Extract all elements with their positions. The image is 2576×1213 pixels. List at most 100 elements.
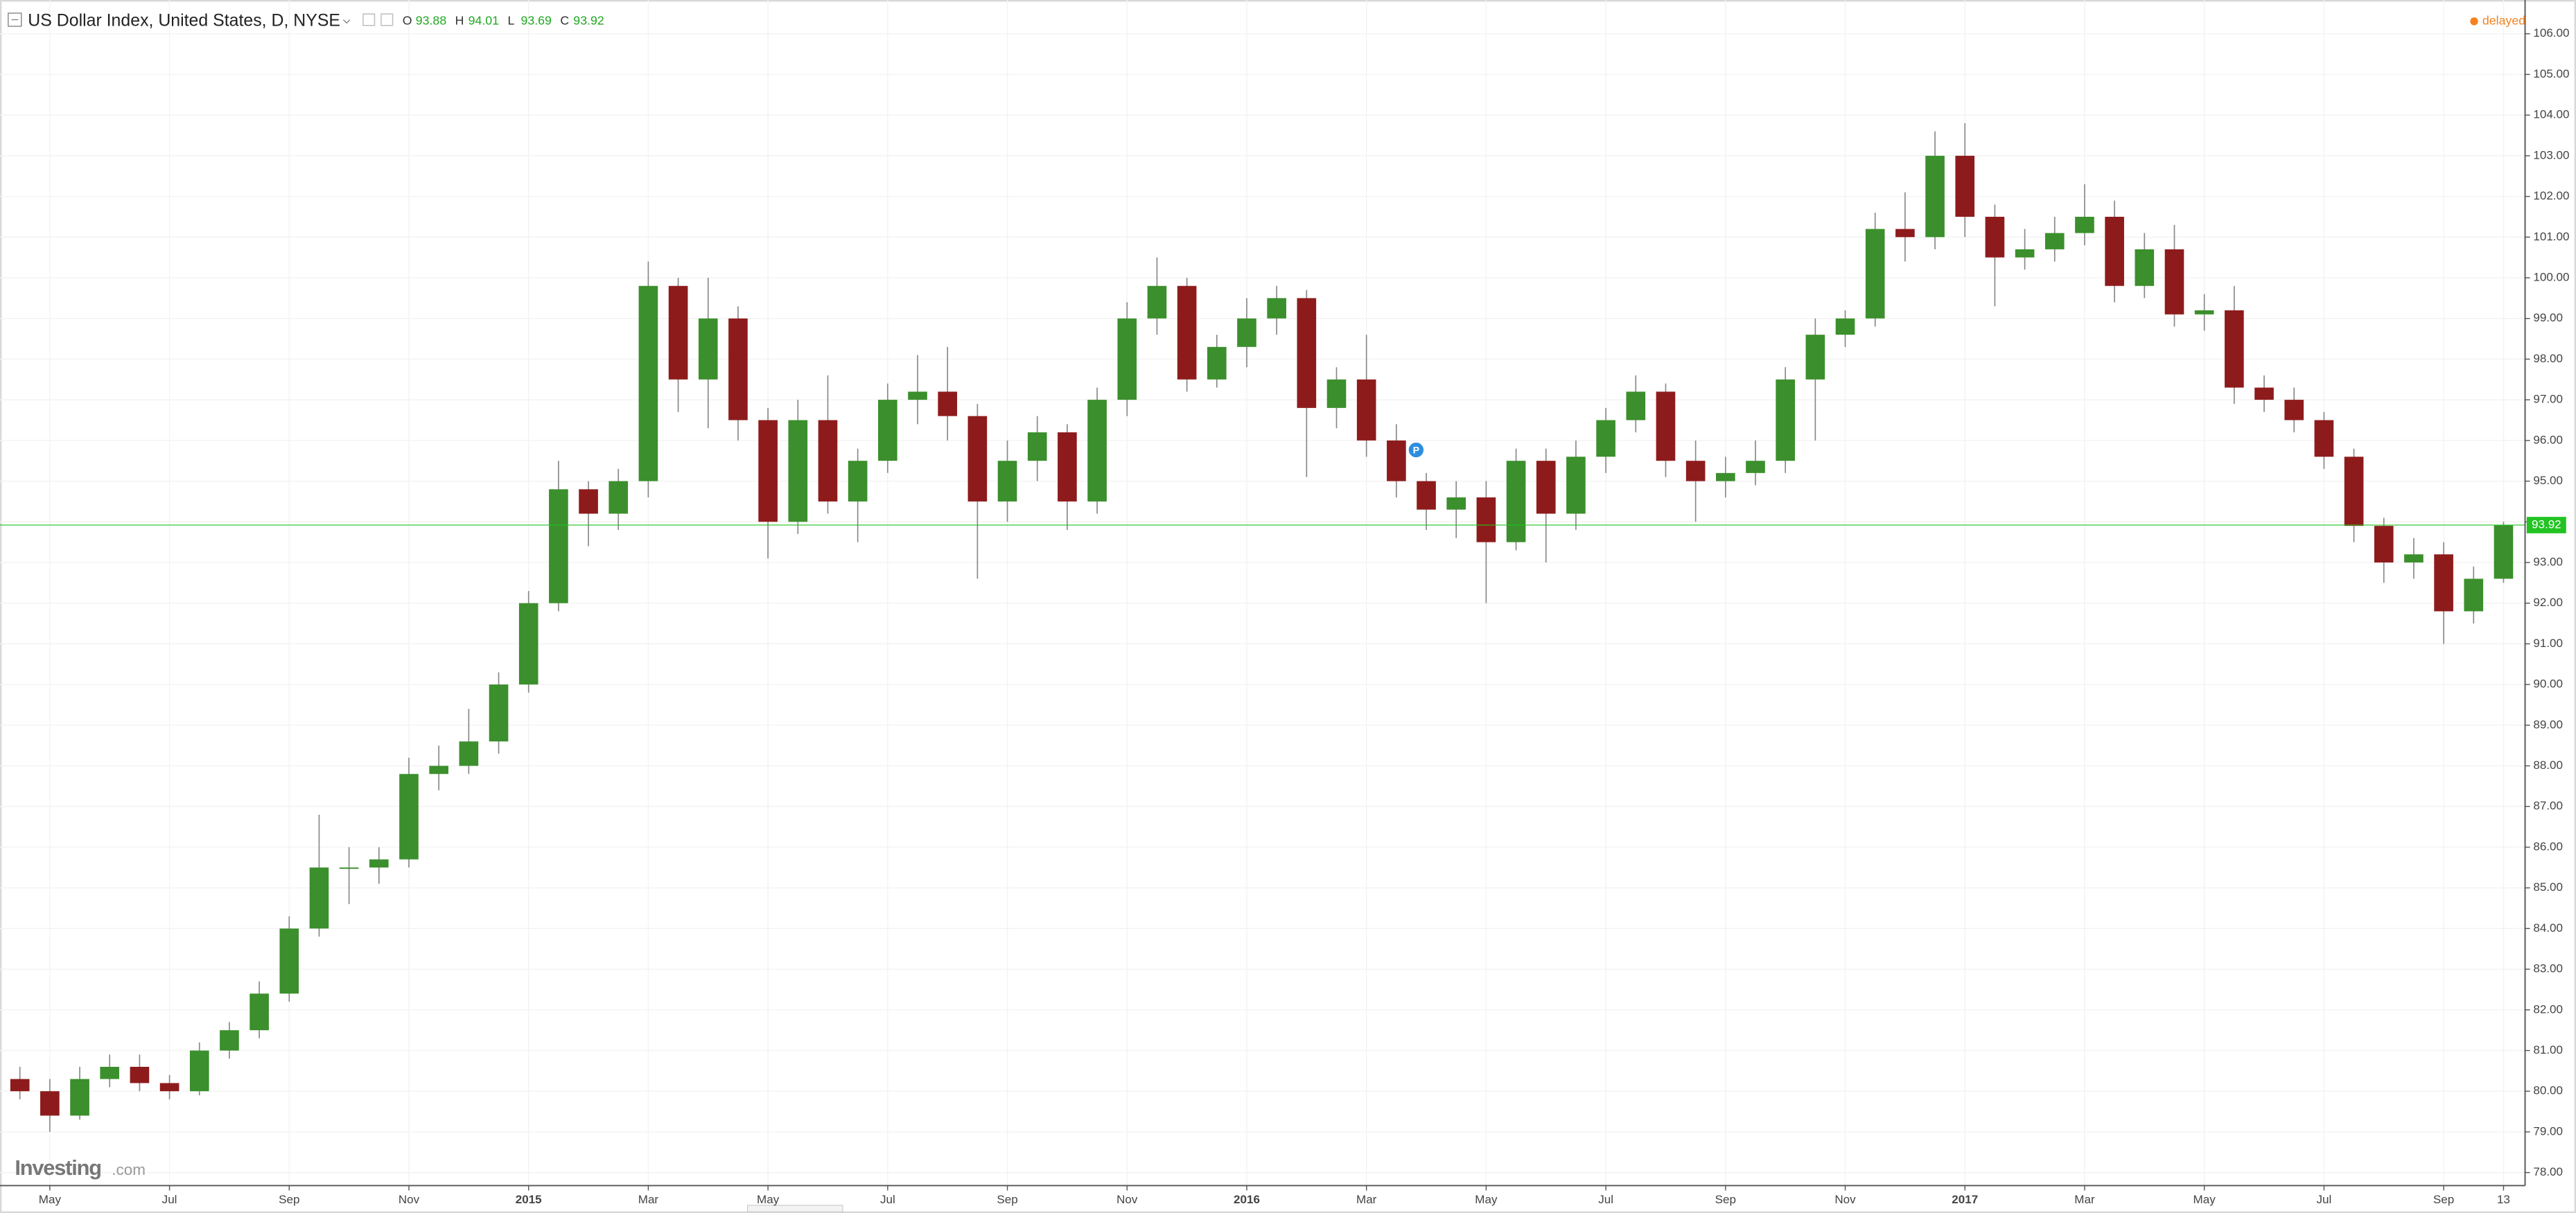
x-tick-label: May [1475, 1193, 1498, 1206]
candle-body [2464, 578, 2484, 612]
candle-body [938, 391, 958, 416]
ohlc-label: C [560, 14, 569, 28]
candle-body [220, 1030, 239, 1051]
y-tick-label: 105.00 [2533, 67, 2569, 80]
x-tick-label: May [2193, 1193, 2216, 1206]
candle-body [1237, 318, 1256, 347]
candle-body [70, 1079, 89, 1116]
candle-body [130, 1066, 150, 1083]
candle-body [339, 867, 359, 869]
close-button[interactable] [380, 13, 394, 26]
title-dropdown[interactable] [342, 19, 351, 24]
candle-body [1506, 461, 1526, 542]
candle-body [1626, 391, 1646, 420]
candle-body [1027, 432, 1047, 461]
ohlc-value: 93.92 [573, 14, 604, 28]
y-tick-label: 86.00 [2533, 840, 2563, 853]
candle-body [2015, 249, 2035, 258]
candle-body [1387, 440, 1406, 481]
candle-body [1895, 229, 1915, 238]
candle-body [1476, 497, 1496, 542]
y-tick-label: 93.00 [2533, 555, 2563, 568]
candle-body [1776, 379, 1795, 461]
settings-button[interactable] [362, 13, 376, 26]
x-tick-label: Nov [1834, 1193, 1856, 1206]
candle-body [848, 461, 868, 502]
y-tick-label: 81.00 [2533, 1043, 2563, 1056]
candle-body [818, 420, 838, 502]
grid [0, 0, 2525, 1186]
x-tick-label: 2017 [1952, 1193, 1978, 1206]
candle-body [1207, 346, 1227, 380]
candle-body [1117, 318, 1137, 400]
y-tick-label: 84.00 [2533, 921, 2563, 935]
candle-body [1087, 400, 1107, 502]
event-marker[interactable] [1408, 442, 1424, 458]
candle-body [489, 684, 509, 742]
ohlc-value: 94.01 [468, 14, 500, 28]
x-tick-label: May [757, 1193, 780, 1206]
chart-title: US Dollar Index, United States, D, NYSE [28, 10, 340, 30]
candle-body [249, 993, 269, 1031]
y-tick-label: 101.00 [2533, 230, 2569, 243]
candle-body [1446, 497, 1466, 510]
candle-body [2434, 554, 2453, 612]
candle-body [1417, 481, 1436, 510]
candle-body [608, 481, 629, 514]
candle-body [40, 1091, 60, 1116]
y-tick-label: 99.00 [2533, 311, 2563, 324]
y-tick-label: 98.00 [2533, 352, 2563, 365]
candle-body [2404, 554, 2424, 563]
candle-body [668, 285, 688, 380]
candle-body [1566, 457, 1586, 514]
candle-body [159, 1083, 179, 1092]
event-marker-letter: P [1413, 445, 1419, 456]
y-tick-label: 106.00 [2533, 26, 2569, 39]
candle-body [2225, 310, 2244, 388]
y-tick-label: 91.00 [2533, 637, 2563, 650]
logo-suffix: .com [112, 1161, 146, 1178]
candle-body [399, 774, 419, 860]
candle-body [549, 489, 568, 603]
candle-body [1805, 335, 1825, 380]
candle-body [1177, 285, 1197, 380]
price-badge-label: 93.92 [2532, 517, 2561, 531]
x-tick-label: Mar [2074, 1193, 2095, 1206]
ohlc-value: 93.88 [416, 14, 447, 28]
status-dot [2470, 17, 2478, 26]
candle-body [2164, 249, 2184, 315]
ohlc-label: L [507, 14, 514, 28]
candle-body [1267, 298, 1286, 319]
candle-body [2494, 524, 2514, 579]
candle-body [2374, 526, 2394, 563]
x-tick-label: Jul [162, 1193, 177, 1206]
candle-body [908, 391, 927, 400]
y-tick-label: 103.00 [2533, 148, 2569, 161]
candles [0, 123, 2525, 1132]
x-tick-label: Sep [1715, 1193, 1736, 1206]
candle-body [1955, 155, 1975, 217]
x-tick-label: Jul [1598, 1193, 1613, 1206]
candle-body [100, 1066, 120, 1079]
candle-body [579, 489, 598, 514]
candle-body [2075, 216, 2094, 233]
y-tick-label: 104.00 [2533, 108, 2569, 121]
collapse-button[interactable] [8, 12, 22, 27]
candle-body [788, 420, 808, 522]
y-tick-label: 79.00 [2533, 1124, 2563, 1137]
scroll-handle[interactable] [747, 1205, 843, 1212]
y-tick-label: 102.00 [2533, 189, 2569, 202]
candle-body [2135, 249, 2155, 286]
ohlc-label: O [403, 14, 412, 28]
candle-body [1356, 379, 1376, 441]
candle-body [2344, 457, 2364, 526]
candle-body [967, 416, 988, 502]
ohlc-legend: O 93.88 H 94.01 L 93.69 C 93.92 [403, 14, 604, 28]
candle-body [1865, 229, 1885, 319]
x-tick-label: Sep [279, 1193, 299, 1206]
x-tick-label: Mar [638, 1193, 659, 1206]
candle-body [2254, 387, 2274, 400]
y-tick-label: 90.00 [2533, 678, 2563, 691]
x-tick-label: 2016 [1234, 1193, 1260, 1206]
